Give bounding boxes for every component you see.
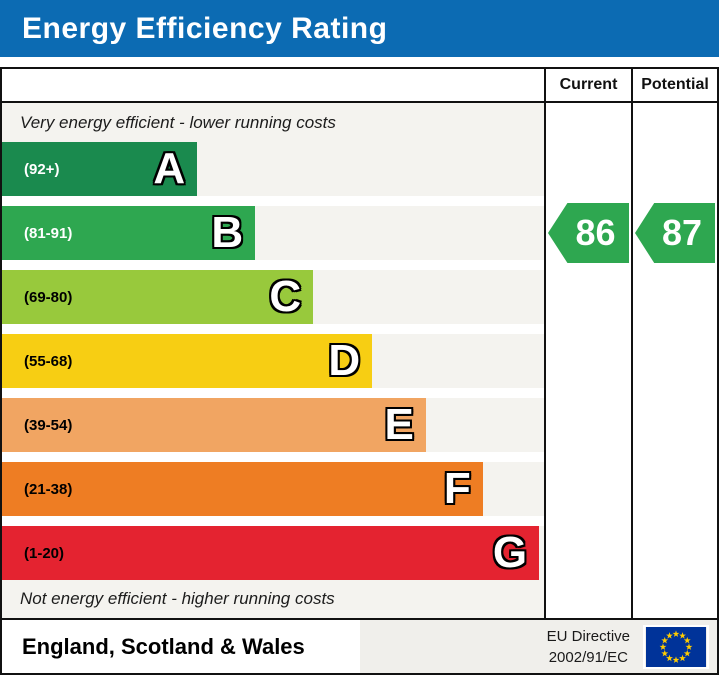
- current-column: 86: [544, 103, 631, 618]
- band-gap: [2, 260, 544, 270]
- eu-directive-text: EU Directive 2002/91/EC: [547, 626, 630, 668]
- band-range-label: (1-20): [24, 544, 65, 562]
- band-letter: E: [384, 400, 414, 449]
- band-bar-d: (55-68) D: [2, 334, 373, 388]
- bottom-note: Not energy efficient - higher running co…: [20, 589, 335, 608]
- band-gap: [2, 388, 544, 398]
- band-range-label: (69-80): [24, 288, 73, 306]
- band-bar-a: (92+) A: [2, 142, 198, 196]
- header-spacer: [2, 69, 544, 101]
- page-title: Energy Efficiency Rating: [22, 11, 388, 45]
- footer-region: England, Scotland & Wales: [2, 620, 360, 673]
- band-row-a: (92+) A: [2, 142, 544, 196]
- band-bar-c: (69-80) C: [2, 270, 314, 324]
- band-row-c: (69-80) C: [2, 270, 544, 324]
- band-row-g: (1-20) G: [2, 526, 544, 580]
- header-current: Current: [544, 69, 631, 101]
- title-bar: Energy Efficiency Rating: [0, 0, 719, 57]
- band-range-label: (21-38): [24, 480, 73, 498]
- band-range-label: (81-91): [24, 224, 73, 242]
- band-letter: C: [269, 272, 302, 321]
- band-row-f: (21-38) F: [2, 462, 544, 516]
- band-letter: F: [443, 464, 471, 513]
- band-range-label: (55-68): [24, 352, 73, 370]
- current-arrow: 86: [548, 203, 629, 263]
- footer: England, Scotland & Wales EU Directive 2…: [2, 618, 717, 673]
- band-bar-f: (21-38) F: [2, 462, 483, 516]
- band-letter: G: [492, 528, 528, 577]
- potential-value: 87: [661, 212, 703, 253]
- band-bar-b: (81-91) B: [2, 206, 256, 260]
- eu-directive-line1: EU Directive: [546, 627, 630, 645]
- band-range-label: (92+): [24, 160, 60, 178]
- band-gap: [2, 452, 544, 462]
- table-header-row: Current Potential: [2, 69, 717, 103]
- band-letter: A: [153, 144, 186, 193]
- header-potential: Potential: [631, 69, 717, 101]
- top-note: Very energy efficient - lower running co…: [20, 112, 336, 132]
- band-letter: D: [328, 336, 361, 385]
- band-gap: [2, 516, 544, 526]
- potential-arrow: 87: [635, 203, 715, 263]
- band-range-label: (39-54): [24, 416, 73, 434]
- band-row-d: (55-68) D: [2, 334, 544, 388]
- potential-column: 87: [631, 103, 717, 618]
- band-gap: [2, 196, 544, 206]
- eu-directive-line2: 2002/91/EC: [548, 648, 628, 666]
- rating-table: Current Potential Very energy efficient …: [0, 67, 719, 675]
- band-row-e: (39-54) E: [2, 398, 544, 452]
- chart-body: Very energy efficient - lower running co…: [2, 103, 717, 618]
- bands-panel: Very energy efficient - lower running co…: [2, 103, 544, 618]
- eu-flag-icon: [643, 624, 709, 669]
- band-letter: B: [211, 208, 244, 257]
- band-bar-e: (39-54) E: [2, 398, 426, 452]
- band-bar-g: (1-20) G: [2, 526, 540, 580]
- band-gap: [2, 324, 544, 334]
- current-value: 86: [575, 212, 616, 253]
- band-row-b: (81-91) B: [2, 206, 544, 260]
- footer-directive-area: EU Directive 2002/91/EC: [360, 620, 717, 673]
